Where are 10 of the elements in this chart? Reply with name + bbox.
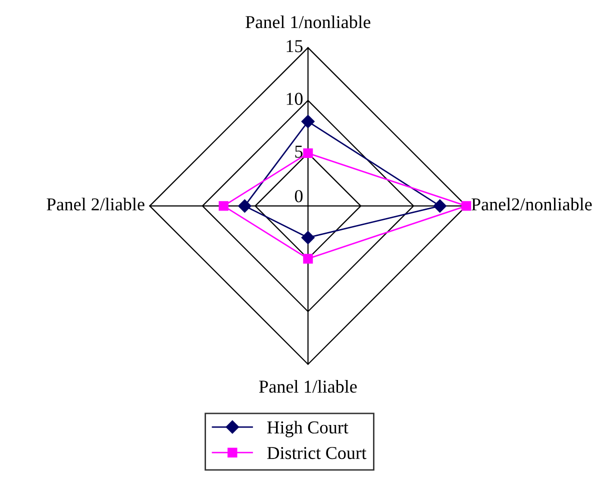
spoke-label: Panel2/nonliable [472, 198, 592, 210]
legend-label: District Court [267, 446, 366, 460]
y-tick-label: 15 [286, 40, 303, 52]
spoke-label: Panel 2/liable [46, 198, 144, 210]
legend-label: High Court [267, 420, 348, 438]
spoke-label: Panel 1/liable [259, 380, 357, 393]
y-tick-label: 0 [294, 190, 303, 202]
y-tick-label: 5 [295, 146, 303, 158]
spoke-label: Panel 1/nonliable [246, 15, 370, 28]
y-tick-label: 10 [286, 92, 303, 105]
